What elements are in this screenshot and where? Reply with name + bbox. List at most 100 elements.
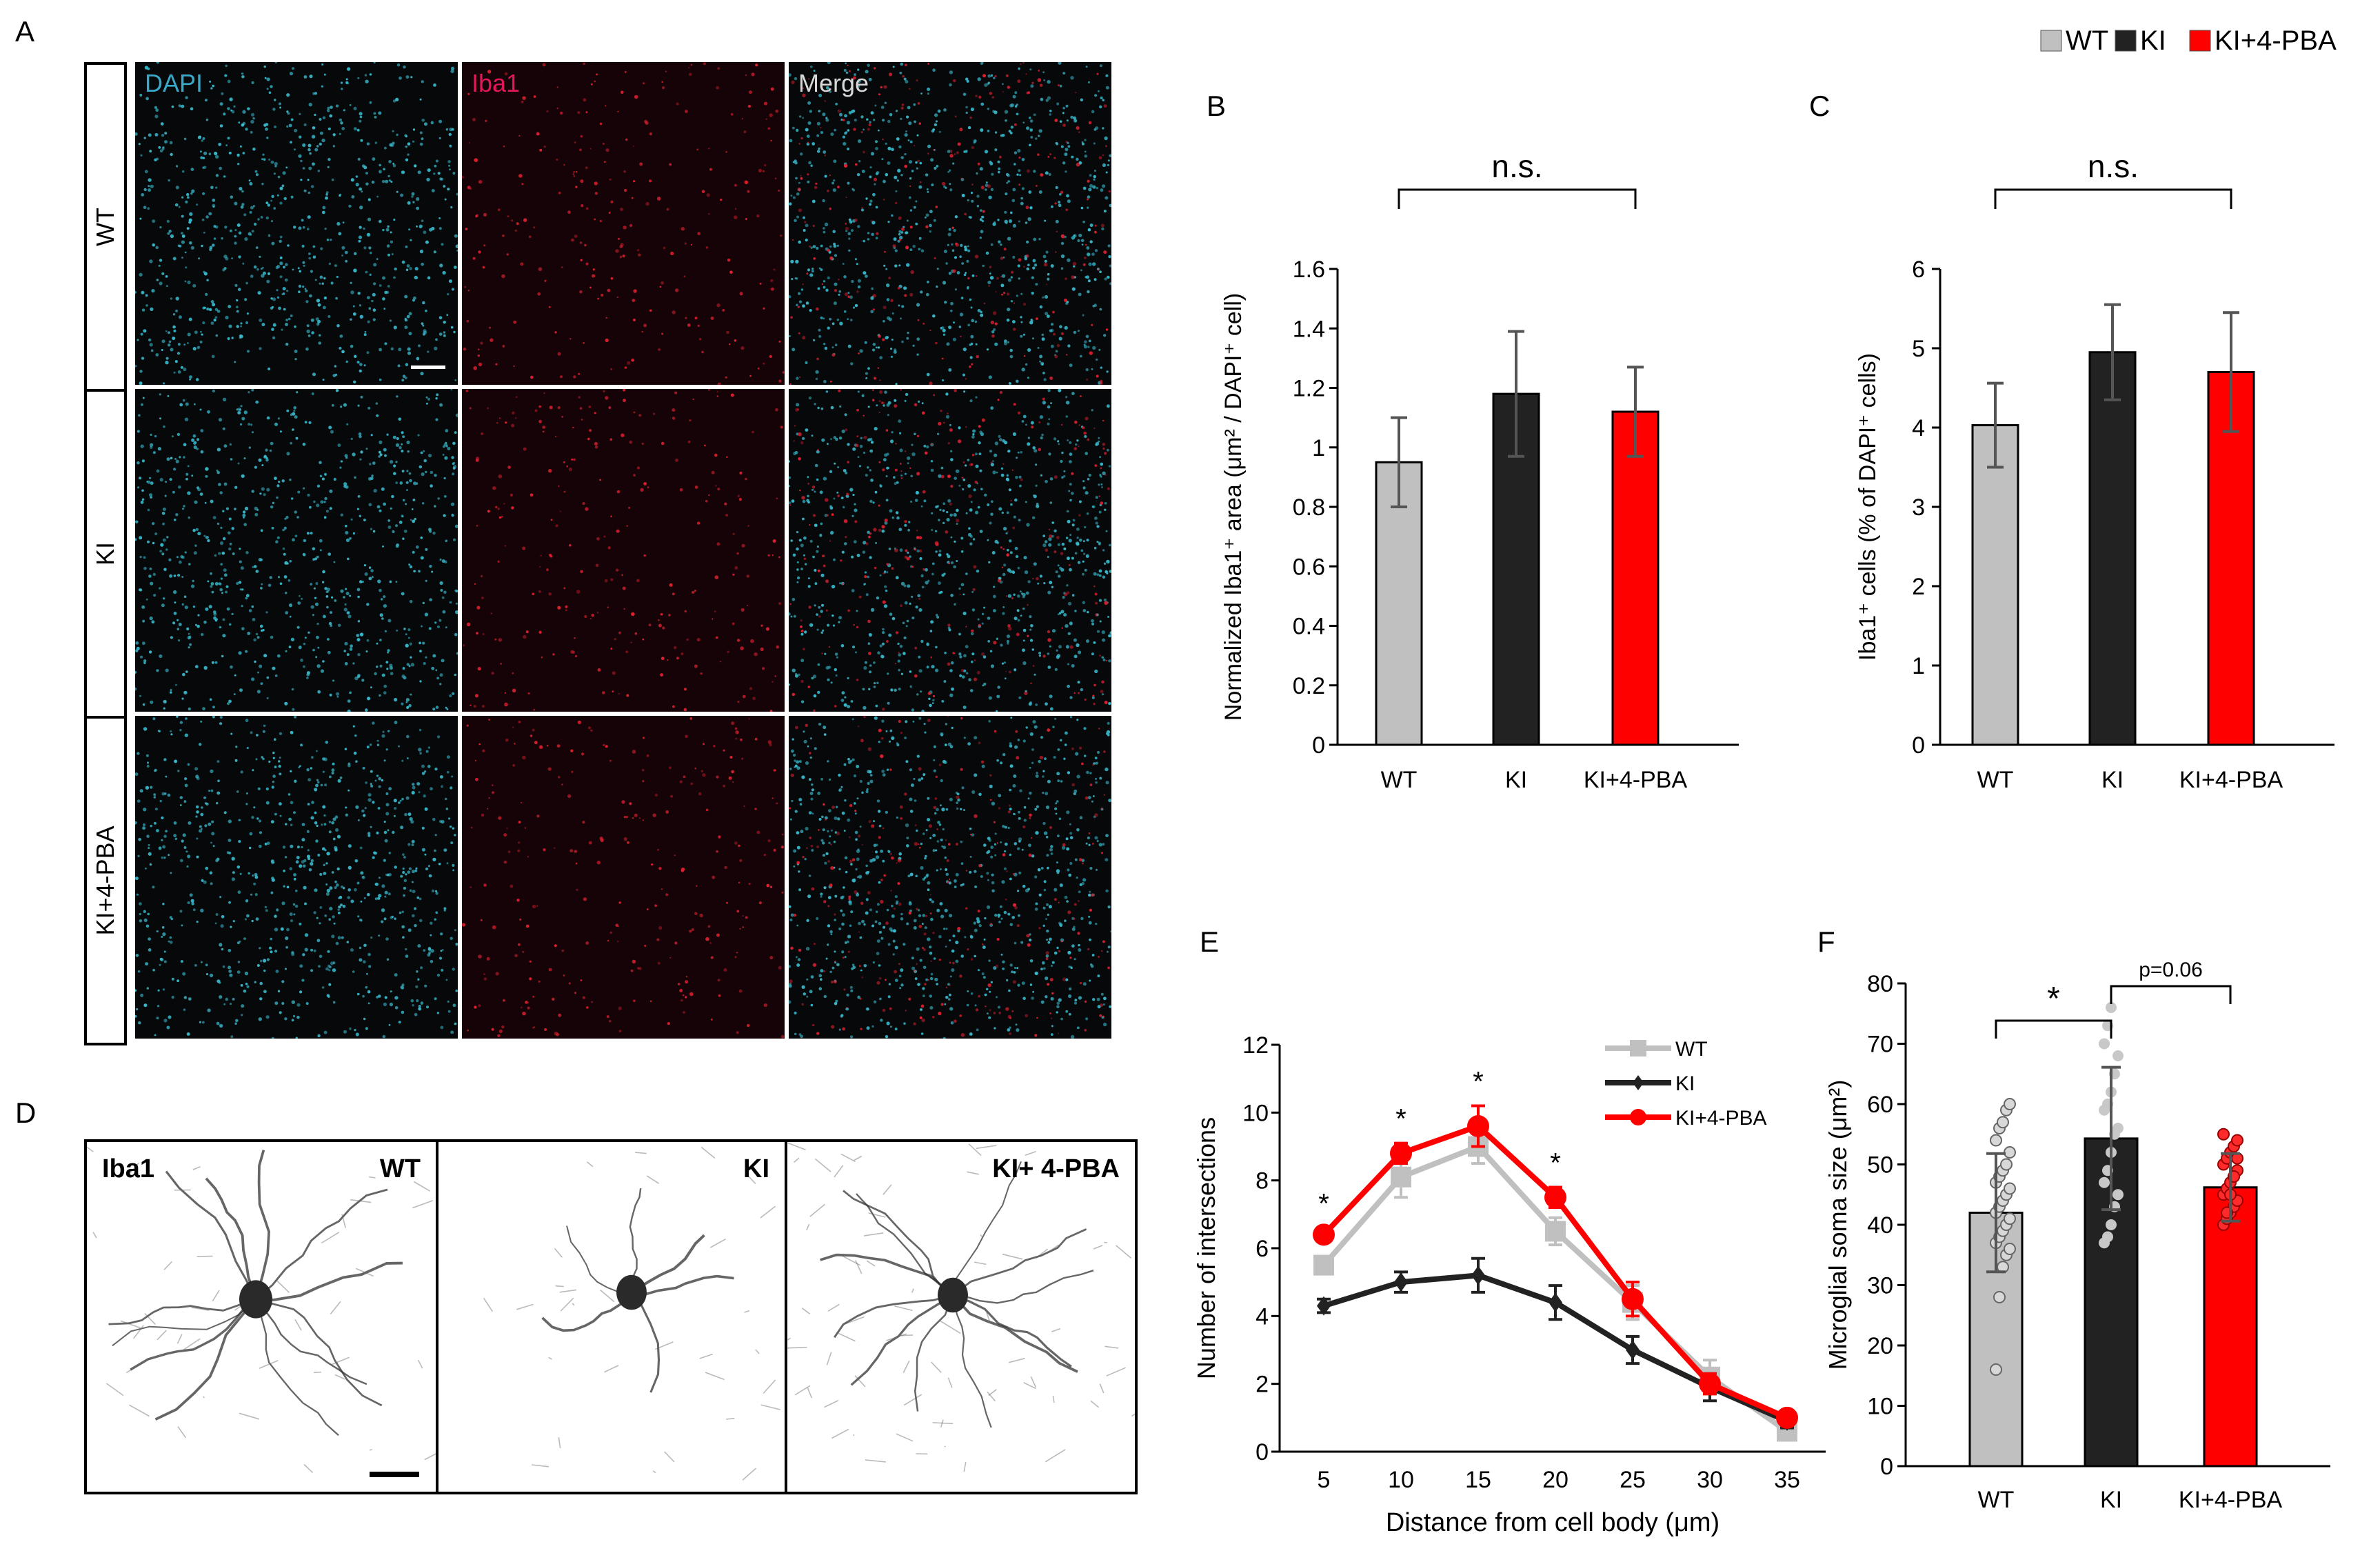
- cell-dot: [445, 706, 447, 709]
- cell-dot: [189, 375, 192, 379]
- cell-dot: [427, 168, 431, 172]
- cell-dot: [605, 338, 609, 343]
- cell-dot: [286, 125, 289, 128]
- cell-dot: [730, 393, 734, 397]
- cell-dot: [319, 872, 323, 876]
- cell-dot: [378, 877, 381, 879]
- cell-dot: [1098, 541, 1101, 545]
- cell-dot: [230, 109, 233, 112]
- cell-dot: [385, 661, 389, 664]
- cell-dot: [313, 949, 316, 952]
- cell-dot: [791, 80, 795, 84]
- cell-dot: [592, 268, 595, 271]
- cell-dot: [905, 549, 908, 552]
- cell-dot: [181, 240, 185, 244]
- cell-dot: [411, 839, 415, 843]
- cell-dot: [392, 163, 396, 168]
- cell-dot: [829, 380, 832, 383]
- cell-dot: [900, 117, 902, 120]
- cell-dot: [308, 103, 312, 107]
- cell-dot: [327, 650, 331, 654]
- cell-dot: [437, 172, 441, 175]
- cell-dot: [443, 907, 447, 910]
- cell-dot: [1003, 527, 1007, 531]
- cell-dot: [284, 1017, 288, 1021]
- cell-dot: [377, 579, 381, 583]
- cell-dot: [716, 395, 719, 397]
- cell-dot: [1069, 499, 1072, 502]
- cell-dot: [147, 540, 150, 543]
- cell-dot: [865, 377, 868, 379]
- cell-dot: [904, 472, 907, 475]
- cell-dot: [767, 127, 771, 130]
- cell-dot: [306, 677, 309, 679]
- cell-dot: [155, 108, 159, 112]
- cell-dot: [413, 296, 416, 300]
- cell-dot: [710, 317, 714, 320]
- cell-dot: [266, 416, 270, 420]
- cell-dot: [847, 705, 851, 709]
- cell-dot: [1080, 688, 1083, 692]
- cell-dot: [442, 610, 446, 614]
- cell-dot: [1062, 161, 1066, 165]
- cell-dot: [280, 927, 284, 931]
- cell-dot: [818, 328, 821, 332]
- cell-dot: [1021, 368, 1025, 372]
- cell-dot: [416, 357, 420, 361]
- cell-dot: [882, 138, 884, 141]
- cell-dot: [953, 512, 957, 517]
- cell-dot: [252, 205, 255, 208]
- cell-dot: [354, 888, 357, 892]
- cell-dot: [476, 457, 479, 461]
- cell-dot: [908, 121, 912, 126]
- cell-dot: [193, 441, 196, 445]
- cell-dot: [347, 896, 350, 899]
- cell-dot: [1032, 446, 1036, 450]
- cell-dot: [796, 377, 799, 380]
- cell-dot: [904, 63, 907, 67]
- cell-dot: [154, 770, 157, 772]
- cell-dot: [1085, 66, 1088, 68]
- cell-dot: [1093, 278, 1097, 281]
- cell-dot: [336, 695, 339, 698]
- cell-dot: [329, 693, 332, 697]
- cell-dot: [1103, 334, 1107, 337]
- cell-dot: [189, 241, 192, 245]
- cell-dot: [368, 577, 372, 581]
- cell-dot: [1046, 283, 1047, 286]
- cell-dot: [263, 654, 268, 658]
- cell-dot: [594, 445, 598, 449]
- cell-dot: [340, 513, 343, 517]
- cell-dot: [1009, 103, 1013, 108]
- cell-dot: [948, 228, 951, 231]
- cell-dot: [835, 103, 838, 106]
- cell-dot: [924, 216, 927, 219]
- cell-dot: [798, 292, 801, 295]
- cell-dot: [160, 543, 164, 547]
- cell-dot: [382, 545, 384, 548]
- cell-dot: [292, 538, 295, 542]
- cell-dot: [210, 582, 214, 585]
- cell-dot: [946, 518, 950, 522]
- cell-dot: [363, 519, 366, 521]
- cell-dot: [901, 340, 904, 343]
- cell-dot: [342, 905, 346, 908]
- cell-dot: [412, 140, 415, 143]
- cell-dot: [145, 97, 149, 101]
- cell-dot: [1013, 668, 1017, 672]
- cell-dot: [842, 119, 845, 121]
- cell-dot: [833, 179, 836, 182]
- cell-dot: [958, 326, 961, 328]
- cell-dot: [1060, 254, 1065, 259]
- cell-dot: [908, 160, 913, 164]
- cell-dot: [916, 134, 919, 137]
- cell-dot: [1045, 171, 1049, 175]
- cell-dot: [349, 537, 352, 540]
- cell-dot: [357, 675, 360, 679]
- cell-dot: [811, 270, 814, 273]
- cell-dot: [1091, 409, 1093, 412]
- cell-dot: [959, 655, 962, 659]
- cell-dot: [259, 318, 263, 322]
- cell-dot: [187, 196, 190, 199]
- cell-dot: [341, 254, 343, 257]
